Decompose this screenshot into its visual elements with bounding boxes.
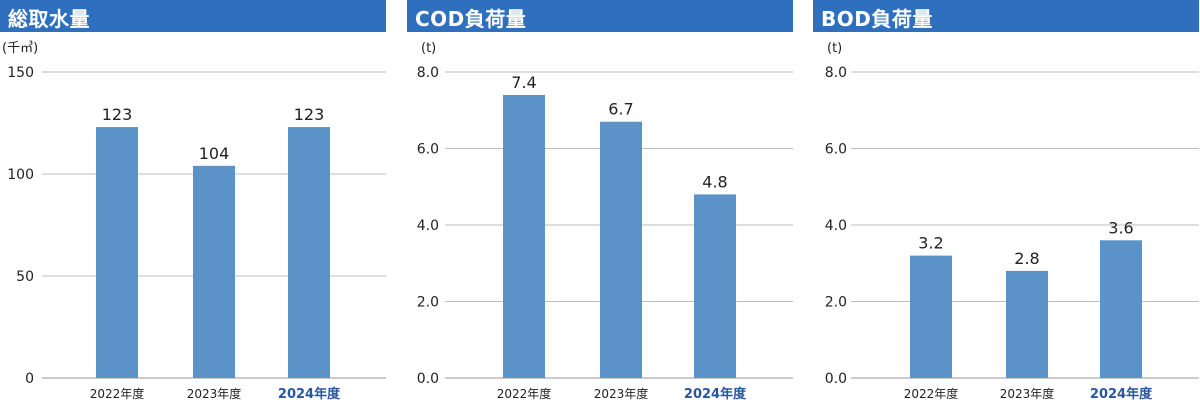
chart-header: 総取水量 [0, 0, 386, 32]
y-tick-label: 6.0 [825, 142, 847, 158]
chart-svg: (t) 8.0 6.0 4.0 2.0 0.0 7.4 2022年度 6.7 2023年度 4.8 2… [417, 41, 793, 402]
data-label: 7.4 [511, 73, 536, 92]
x-tick-label: 2023年度 [187, 386, 242, 401]
y-tick-label: 4.0 [417, 218, 439, 234]
bar [1100, 240, 1142, 378]
y-tick-label: 0.0 [825, 371, 847, 387]
y-tick-label: 8.0 [417, 65, 439, 81]
chart-title: 総取水量 [8, 7, 90, 31]
bar [600, 121, 642, 378]
y-tick-label: 50 [16, 269, 34, 285]
x-tick-label: 2024年度 [278, 386, 341, 402]
x-tick-label: 2024年度 [684, 386, 747, 402]
y-tick-label: 100 [7, 167, 34, 183]
chart-title: COD負荷量 [415, 7, 527, 31]
chart-panel-cod-load: COD負荷量 (t) 8.0 6.0 4.0 2.0 0.0 7.4 2022年度 6.7 202… [407, 0, 793, 402]
data-label: 123 [102, 105, 133, 124]
chart-svg: (t) 8.0 6.0 4.0 2.0 0.0 3.2 2022年度 2.8 2023年度 3.6 2… [825, 41, 1199, 402]
data-label: 104 [199, 144, 230, 163]
bar [503, 94, 545, 378]
y-tick-label: 0.0 [417, 371, 439, 387]
bar [1006, 270, 1048, 378]
y-tick-label: 0 [25, 371, 34, 387]
chart-panel-bod-load: BOD負荷量 (t) 8.0 6.0 4.0 2.0 0.0 3.2 2022年度 2.8 202… [813, 0, 1199, 402]
chart-title: BOD負荷量 [821, 7, 933, 31]
y-tick-label: 6.0 [417, 142, 439, 158]
data-label: 3.2 [918, 234, 943, 253]
y-tick-label: 2.0 [417, 295, 439, 311]
chart-header: COD負荷量 [407, 0, 793, 32]
data-label: 4.8 [702, 172, 727, 191]
bar [910, 255, 952, 378]
x-tick-label: 2023年度 [1000, 386, 1055, 401]
bar [193, 165, 235, 378]
bar [288, 127, 330, 378]
chart-svg: (千㎥) 150 100 50 0 123 2022年度 104 2023年度 123 2024年度 [2, 41, 386, 402]
chart-panel-total-water-intake: 総取水量 (千㎥) 150 100 50 0 123 2022年度 104 2023年度 123 2… [0, 0, 386, 402]
y-axis-unit: (t) [421, 41, 436, 56]
bar [694, 194, 736, 378]
data-label: 123 [294, 105, 325, 124]
y-axis-unit: (t) [827, 41, 842, 56]
y-tick-label: 2.0 [825, 295, 847, 311]
y-tick-label: 150 [7, 65, 34, 81]
bar [96, 127, 138, 378]
x-tick-label: 2022年度 [904, 386, 959, 401]
x-tick-label: 2022年度 [497, 386, 552, 401]
x-tick-label: 2024年度 [1090, 386, 1153, 402]
y-axis-unit: (千㎥) [2, 41, 38, 56]
chart-header: BOD負荷量 [813, 0, 1199, 32]
data-label: 2.8 [1014, 249, 1039, 268]
data-label: 6.7 [608, 100, 633, 119]
y-tick-label: 4.0 [825, 218, 847, 234]
x-tick-label: 2022年度 [90, 386, 145, 401]
x-tick-label: 2023年度 [594, 386, 649, 401]
y-tick-label: 8.0 [825, 65, 847, 81]
data-label: 3.6 [1108, 218, 1133, 237]
